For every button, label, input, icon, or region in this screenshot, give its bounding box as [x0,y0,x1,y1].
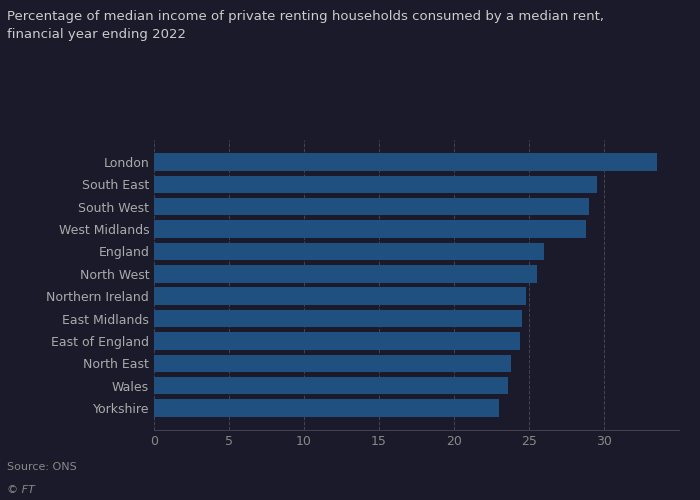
Bar [154,400,499,417]
Bar [154,310,522,328]
Bar [154,220,586,238]
Bar [154,377,508,394]
Text: © FT: © FT [7,485,35,495]
Bar [154,332,520,349]
Text: Source: ONS: Source: ONS [7,462,77,472]
Bar [154,198,589,216]
Bar [154,242,544,260]
Text: Percentage of median income of private renting households consumed by a median r: Percentage of median income of private r… [7,10,604,41]
Bar [154,354,511,372]
Bar [154,288,526,305]
Bar [154,153,657,170]
Bar [154,176,596,193]
Bar [154,265,536,282]
